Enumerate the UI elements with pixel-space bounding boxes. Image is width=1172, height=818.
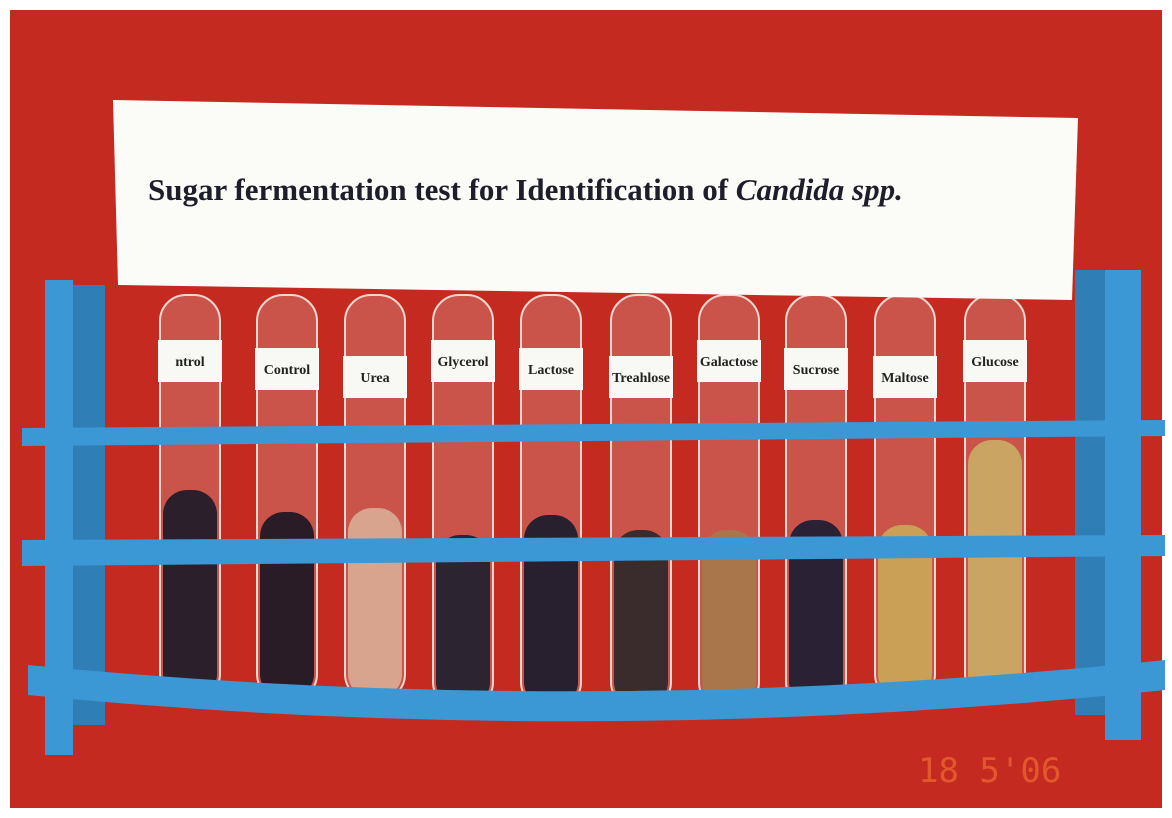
tube-label-paper xyxy=(697,340,761,382)
sign xyxy=(113,100,1078,300)
tube-label: Glycerol xyxy=(437,355,488,370)
tube-label-paper xyxy=(963,340,1027,382)
title-text: Sugar fermentation test for Identificati… xyxy=(148,172,736,207)
tube-liquid xyxy=(702,530,756,706)
tube-label-paper xyxy=(255,348,319,390)
tube-label-paper xyxy=(519,348,583,390)
tube-label: Sucrose xyxy=(793,363,839,378)
rack-base xyxy=(28,660,1165,722)
tube-liquid xyxy=(789,520,843,706)
tube-label: Glucose xyxy=(971,355,1018,370)
tube-label-paper xyxy=(343,356,407,398)
sign-title: Sugar fermentation test for Identificati… xyxy=(148,172,903,207)
tube-label-paper xyxy=(431,340,495,382)
rack-side xyxy=(73,285,105,725)
tube-label: Maltose xyxy=(881,371,928,386)
tube-label-paper xyxy=(873,356,937,398)
title-italic: Candida spp. xyxy=(736,172,903,207)
rack-shelf xyxy=(22,420,1165,446)
tube-liquid xyxy=(878,525,932,698)
tube-label-paper xyxy=(609,356,673,398)
tube-label: Treahlose xyxy=(612,371,670,386)
tube-label: Control xyxy=(264,363,311,378)
tube-label: ntrol xyxy=(175,355,204,370)
tube-label: Galactose xyxy=(700,355,758,370)
tubes: ntrol Control Urea Glycerol Lactose Treahlose… xyxy=(158,294,1027,709)
rack-side xyxy=(1075,270,1105,715)
rack xyxy=(22,270,1165,755)
tube-liquid xyxy=(436,535,490,706)
tube-label: Urea xyxy=(360,371,389,386)
tube-liquid xyxy=(968,440,1022,698)
tube-liquid xyxy=(614,530,668,706)
tube-liquid xyxy=(163,490,217,698)
tube-liquid xyxy=(524,515,578,706)
tube-liquid xyxy=(348,508,402,698)
rack-shelf xyxy=(22,535,1165,566)
tube-label-paper xyxy=(158,340,222,382)
rack-side xyxy=(1105,270,1141,740)
tube-label-paper xyxy=(784,348,848,390)
tube-label: Lactose xyxy=(528,363,574,378)
date-stamp: 18 5'06 xyxy=(918,751,1061,791)
